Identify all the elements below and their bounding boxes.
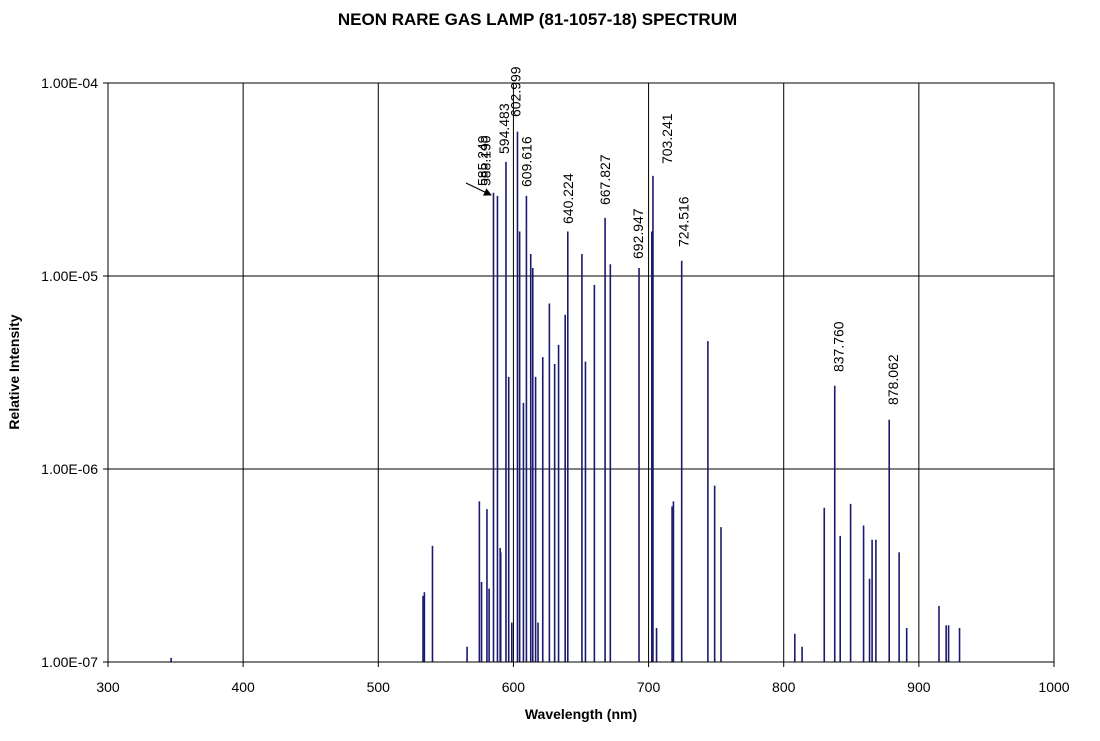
- peak-label: 692.947: [630, 208, 646, 259]
- grid: [108, 83, 1054, 662]
- plot-frame: [107, 82, 1055, 663]
- chart-title: NEON RARE GAS LAMP (81-1057-18) SPECTRUM: [337, 10, 738, 29]
- x-tick-label: 300: [96, 679, 120, 695]
- peak-label: 609.616: [518, 136, 534, 187]
- y-tick-label: 1.00E-06: [41, 461, 98, 477]
- y-tick-label: 1.00E-05: [41, 268, 98, 284]
- x-tick-label: 400: [231, 679, 255, 695]
- peak-label: 667.827: [597, 154, 613, 205]
- axis-ticks: 300 400 500 600 700 800 900 1000 1.00E-07 1.00E-0…: [41, 75, 1070, 695]
- x-axis-label: Wavelength (nm): [524, 706, 638, 722]
- y-tick-label: 1.00E-04: [41, 75, 98, 91]
- plot-border: [107, 82, 1055, 663]
- peak-label: 837.760: [831, 321, 847, 372]
- peak-label: 640.224: [560, 173, 576, 224]
- x-tick-label: 500: [367, 679, 391, 695]
- peak-label: 602.999: [507, 66, 523, 117]
- peak-label: 703.241: [659, 113, 675, 164]
- x-tick-label: 800: [772, 679, 796, 695]
- peak-label: 724.516: [676, 196, 692, 247]
- annotation-arrow: [465, 182, 492, 196]
- y-tick-label: 1.00E-07: [41, 654, 98, 670]
- x-tick-label: 700: [637, 679, 661, 695]
- x-tick-label: 600: [502, 679, 526, 695]
- peak-label: 594.483: [496, 103, 512, 154]
- spectral-lines: [170, 131, 961, 662]
- peak-label: 878.062: [885, 354, 901, 405]
- x-tick-label: 900: [907, 679, 931, 695]
- x-tick-label: 1000: [1038, 679, 1069, 695]
- peak-label: 585.249: [474, 135, 490, 186]
- peak-label: 588.190: [477, 135, 493, 186]
